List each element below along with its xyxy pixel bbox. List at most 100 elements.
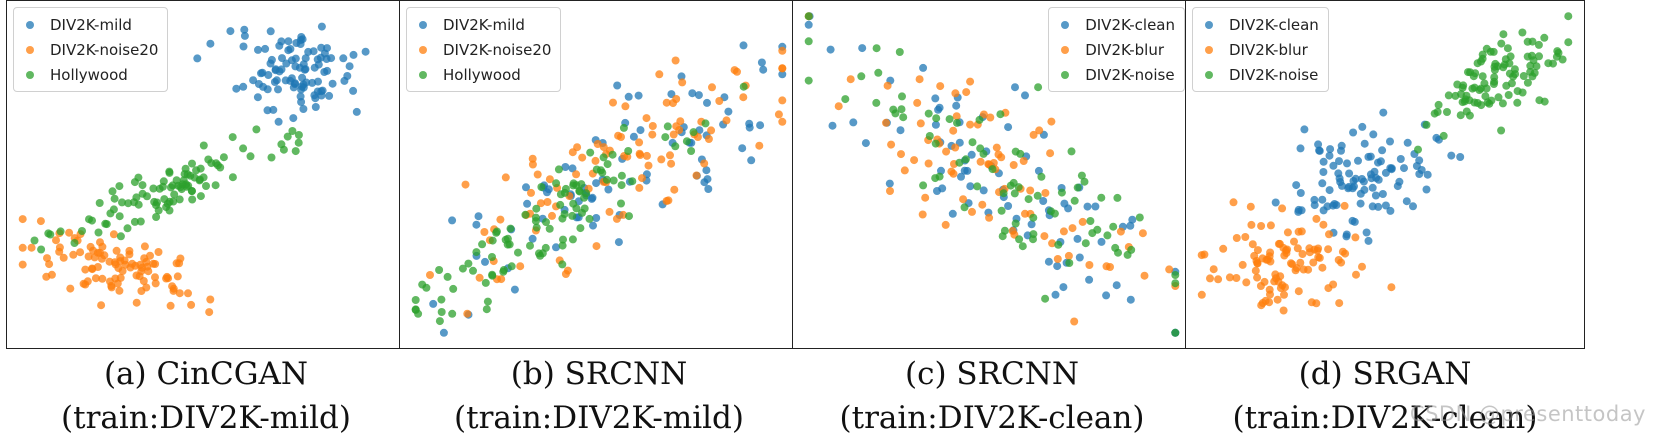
scatter-point <box>1273 295 1282 304</box>
scatter-point <box>947 167 956 176</box>
scatter-point <box>323 44 331 53</box>
legend-marker-icon <box>419 70 427 79</box>
scatter-point <box>1513 87 1522 96</box>
scatter-point <box>213 161 222 170</box>
scatter-point <box>1337 146 1345 155</box>
scatter-point <box>1044 257 1053 266</box>
scatter-point <box>1319 168 1328 176</box>
legend: DIV2K-mild DIV2K-noise20 Hollywood <box>13 7 169 92</box>
scatter-point <box>1091 202 1100 211</box>
scatter-point <box>1029 230 1038 239</box>
scatter-point <box>575 186 584 195</box>
scatter-point <box>1481 92 1490 101</box>
scatter-point <box>1021 91 1029 100</box>
scatter-point <box>480 228 489 236</box>
scatter-point <box>1307 298 1316 307</box>
scatter-point <box>1288 260 1297 269</box>
scatter-point <box>274 85 282 94</box>
scatter-point <box>246 152 255 161</box>
panel-d: DIV2K-clean DIV2K-blur DIV2K-noise (d) S… <box>1185 0 1585 444</box>
scatter-point <box>861 139 870 148</box>
scatter-point <box>899 113 908 122</box>
scatter-point <box>826 45 835 54</box>
caption-line-1: (b) SRCNN <box>510 356 688 392</box>
scatter-point <box>708 83 716 92</box>
scatter-point <box>739 41 748 50</box>
scatter-point <box>140 242 149 251</box>
scatter-point <box>1325 186 1334 195</box>
scatter-point <box>1280 290 1288 299</box>
scatter-point <box>1490 62 1499 71</box>
scatter-point <box>206 39 215 48</box>
scatter-point <box>1502 81 1511 90</box>
scatter-point <box>778 117 787 126</box>
scatter-point <box>439 328 448 337</box>
scatter-point <box>700 159 709 168</box>
scatter-point <box>240 31 249 40</box>
scatter-point <box>107 283 116 292</box>
scatter-point <box>759 65 768 74</box>
scatter-point <box>577 180 586 189</box>
scatter-point <box>1034 83 1043 92</box>
scatter-point <box>924 109 933 118</box>
legend-entry: Hollywood <box>22 62 158 87</box>
scatter-point <box>1298 250 1307 258</box>
scatter-point <box>1387 164 1396 173</box>
scatter-point <box>159 177 168 186</box>
scatter-point <box>239 42 248 51</box>
scatter-point <box>94 248 102 257</box>
scatter-point <box>955 158 964 167</box>
scatter-point <box>1004 202 1013 210</box>
scatter-point <box>694 91 703 100</box>
scatter-point <box>1527 51 1536 60</box>
legend-entry: Hollywood <box>415 62 551 87</box>
legend-marker-icon <box>1205 70 1213 79</box>
scatter-point <box>301 54 310 63</box>
scatter-point <box>536 251 545 260</box>
scatter-point <box>1016 149 1025 158</box>
scatter-point <box>458 264 467 273</box>
scatter-point <box>163 272 171 281</box>
scatter-point <box>283 132 292 141</box>
scatter-point <box>1296 258 1305 267</box>
scatter-point <box>1274 277 1283 286</box>
scatter-point <box>134 173 143 182</box>
scatter-point <box>739 82 748 91</box>
scatter-point <box>569 199 578 208</box>
scatter-point <box>1070 196 1079 205</box>
series-div2k-blur <box>804 12 1180 326</box>
scatter-point <box>188 159 196 168</box>
scatter-point <box>655 70 664 79</box>
scatter-point <box>967 150 976 159</box>
scatter-point <box>1318 195 1327 204</box>
scatter-point <box>1534 40 1543 49</box>
scatter-point <box>345 62 354 71</box>
scatter-point <box>1458 98 1467 107</box>
scatter-point <box>204 155 213 164</box>
scatter-point <box>667 90 676 99</box>
scatter-point <box>745 119 754 128</box>
scatter-point <box>66 284 75 293</box>
scatter-point <box>1381 168 1390 177</box>
scatter-point <box>1126 221 1135 230</box>
scatter-point <box>1314 244 1323 253</box>
scatter-point <box>919 63 928 72</box>
scatter-point <box>1393 182 1402 191</box>
scatter-point <box>1271 198 1280 207</box>
scatter-point <box>533 170 542 179</box>
scatter-point <box>1048 239 1057 248</box>
scatter-point <box>481 278 490 287</box>
scatter-point <box>528 154 537 163</box>
scatter-point <box>662 98 671 107</box>
scatter-point <box>228 133 237 142</box>
scatter-point <box>45 260 54 269</box>
scatter-point <box>999 189 1008 198</box>
scatter-point <box>925 132 934 140</box>
scatter-point <box>254 45 262 54</box>
scatter-point <box>1296 189 1305 197</box>
scatter-point <box>938 184 947 193</box>
scatter-point <box>703 98 711 107</box>
scatter-point <box>149 184 158 193</box>
scatter-point <box>1011 219 1020 228</box>
scatter-point <box>1348 216 1357 225</box>
